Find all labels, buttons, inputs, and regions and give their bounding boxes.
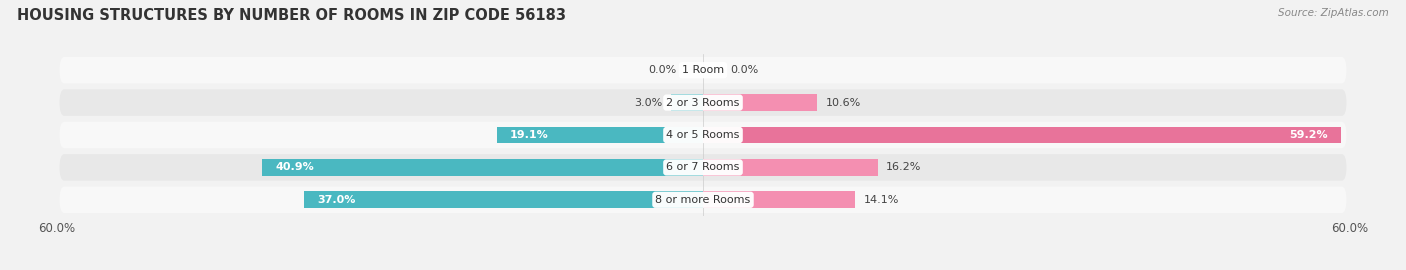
FancyBboxPatch shape	[59, 187, 1347, 213]
Text: 8 or more Rooms: 8 or more Rooms	[655, 195, 751, 205]
Text: 10.6%: 10.6%	[825, 97, 860, 108]
Text: 4 or 5 Rooms: 4 or 5 Rooms	[666, 130, 740, 140]
Text: 59.2%: 59.2%	[1289, 130, 1329, 140]
Text: Source: ZipAtlas.com: Source: ZipAtlas.com	[1278, 8, 1389, 18]
Text: 40.9%: 40.9%	[276, 162, 314, 173]
FancyBboxPatch shape	[59, 57, 1347, 83]
Text: 6 or 7 Rooms: 6 or 7 Rooms	[666, 162, 740, 173]
FancyBboxPatch shape	[59, 154, 1347, 181]
Text: 3.0%: 3.0%	[634, 97, 662, 108]
FancyBboxPatch shape	[59, 122, 1347, 148]
Text: 16.2%: 16.2%	[886, 162, 921, 173]
Text: 14.1%: 14.1%	[863, 195, 898, 205]
Text: 1 Room: 1 Room	[682, 65, 724, 75]
Text: 19.1%: 19.1%	[510, 130, 548, 140]
Bar	[262, 159, 703, 176]
Text: 37.0%: 37.0%	[318, 195, 356, 205]
Bar	[703, 94, 817, 111]
Bar	[703, 127, 1341, 143]
Bar	[498, 127, 703, 143]
Text: HOUSING STRUCTURES BY NUMBER OF ROOMS IN ZIP CODE 56183: HOUSING STRUCTURES BY NUMBER OF ROOMS IN…	[17, 8, 565, 23]
FancyBboxPatch shape	[59, 89, 1347, 116]
Text: 2 or 3 Rooms: 2 or 3 Rooms	[666, 97, 740, 108]
Bar	[703, 159, 877, 176]
Text: 0.0%: 0.0%	[648, 65, 676, 75]
Bar	[304, 191, 703, 208]
Text: 0.0%: 0.0%	[730, 65, 758, 75]
Bar	[671, 94, 703, 111]
Bar	[703, 191, 855, 208]
